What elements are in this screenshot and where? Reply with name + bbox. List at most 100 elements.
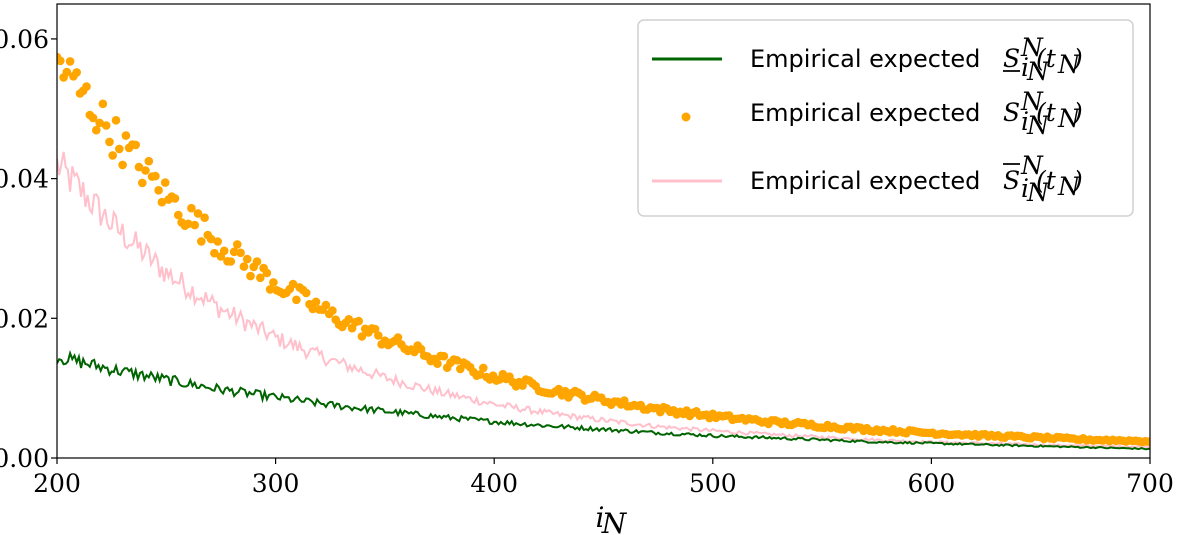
y-tick-label: 0.00 — [0, 444, 49, 473]
y-tick-label: 0.04 — [0, 165, 49, 194]
scatter-point — [269, 278, 278, 287]
scatter-point — [242, 254, 252, 264]
legend-sup-middle: N — [1020, 87, 1044, 116]
scatter-point — [233, 240, 242, 249]
scatter-point — [131, 140, 140, 150]
scatter-point — [475, 370, 485, 379]
scatter-point — [239, 262, 249, 271]
scatter-point — [252, 257, 262, 266]
scatter-point — [219, 246, 229, 256]
legend-sub-upper: i — [1021, 174, 1029, 203]
scatter-point — [1144, 437, 1150, 446]
scatter-point — [229, 247, 239, 257]
scatter-point — [65, 57, 75, 66]
scatter-point — [95, 118, 104, 128]
scatter-point — [246, 271, 255, 281]
scatter-point — [301, 288, 311, 298]
scatter-point — [170, 194, 180, 203]
legend-entry-lower: Empirical expected S N i N (t N ) — [652, 33, 1083, 86]
scatter-point — [134, 162, 144, 172]
legend-arg-middle: (t — [1036, 98, 1057, 127]
scatter-point — [374, 331, 383, 340]
legend-symbol-upper: S — [1003, 166, 1020, 195]
legend-math-lower: S N i N (t N ) — [1003, 33, 1083, 86]
scatter-point — [456, 364, 465, 374]
legend-subsub-upper: N — [1026, 178, 1050, 207]
scatter-point — [151, 171, 160, 181]
legend-label-middle: Empirical expected — [750, 99, 980, 127]
scatter-point — [354, 316, 364, 326]
scatter-point — [357, 332, 367, 341]
legend-label-upper: Empirical expected — [750, 167, 980, 195]
scatter-point — [393, 333, 403, 342]
scatter-point — [121, 131, 131, 140]
series-line-0 — [57, 349, 1150, 451]
scatter-point — [344, 315, 354, 324]
x-tick-label: 600 — [908, 469, 956, 498]
x-tick-label: 300 — [252, 469, 300, 498]
scatter-point — [288, 279, 298, 289]
legend-label-lower: Empirical expected — [750, 45, 980, 73]
legend-argsub-middle: N — [1057, 104, 1081, 133]
scatter-point — [108, 151, 117, 160]
legend-argsub-lower: N — [1057, 50, 1081, 79]
legend-frame — [637, 19, 1134, 217]
scatter-point — [101, 121, 111, 130]
y-tick-label: 0.06 — [0, 25, 49, 54]
scatter-point — [154, 186, 163, 195]
scatter-point — [236, 248, 245, 258]
x-axis-label-sub: N — [601, 507, 628, 535]
legend-symbol-lower: S — [1003, 44, 1020, 73]
scatter-point — [174, 210, 183, 220]
scatter-point — [115, 144, 124, 154]
x-tick-label: 500 — [689, 469, 737, 498]
scatter-point — [183, 219, 193, 229]
scatter-point — [144, 156, 154, 166]
scatter-point — [62, 67, 72, 77]
legend-arg-lower: (t — [1036, 44, 1057, 73]
legend-sub-middle: i — [1021, 107, 1029, 136]
legend-subsub-middle: N — [1026, 111, 1050, 140]
scatter-point — [111, 116, 121, 125]
scatter-point — [160, 178, 170, 187]
series-group — [57, 52, 1150, 451]
scatter-point — [321, 300, 331, 310]
legend-close-lower: ) — [1072, 44, 1083, 73]
y-tick-label: 0.02 — [0, 304, 49, 333]
scatter-point — [255, 273, 265, 283]
scatter-point — [479, 363, 488, 373]
scatter-point — [439, 351, 449, 361]
scatter-point — [157, 197, 167, 207]
scatter-point — [118, 160, 127, 170]
legend-math-middle: S N i N (t N ) — [1003, 87, 1083, 140]
legend-entry-middle: Empirical expected S N i N (t N ) — [681, 87, 1083, 140]
scatter-point — [193, 209, 203, 218]
legend-symbol-middle: S — [1003, 98, 1020, 127]
scatter-point — [57, 56, 65, 66]
x-axis-label-main: i — [596, 501, 605, 534]
legend-sub-lower: i — [1021, 53, 1029, 82]
scatter-point — [187, 203, 196, 213]
legend-close-middle: ) — [1072, 98, 1083, 127]
scatter-point — [98, 99, 108, 109]
plot-area: 200 300 400 500 600 700 0.00 0.02 0.04 0.06 — [0, 3, 1174, 498]
scatter-point — [105, 137, 114, 147]
legend-argsub-upper: N — [1057, 172, 1081, 201]
scatter-point — [88, 113, 98, 123]
scatter-point — [72, 68, 81, 77]
x-tick-label: 200 — [33, 469, 81, 498]
legend-entry-upper: Empirical expected S N i N (t N ) — [652, 151, 1083, 207]
legend-subsub-lower: N — [1026, 57, 1050, 86]
scatter-point — [190, 220, 199, 230]
scatter-point — [328, 306, 337, 315]
legend-sup-upper: N — [1020, 151, 1044, 180]
scatter-point — [141, 166, 150, 175]
scatter-point — [92, 125, 101, 135]
legend-math-upper: S N i N (t N ) — [1003, 151, 1083, 207]
legend-arg-upper: (t — [1036, 166, 1057, 195]
scatter-point — [370, 324, 380, 334]
x-tick-label: 700 — [1126, 469, 1174, 498]
series-scatter-1 — [57, 52, 1150, 447]
legend-sup-lower: N — [1020, 33, 1044, 62]
